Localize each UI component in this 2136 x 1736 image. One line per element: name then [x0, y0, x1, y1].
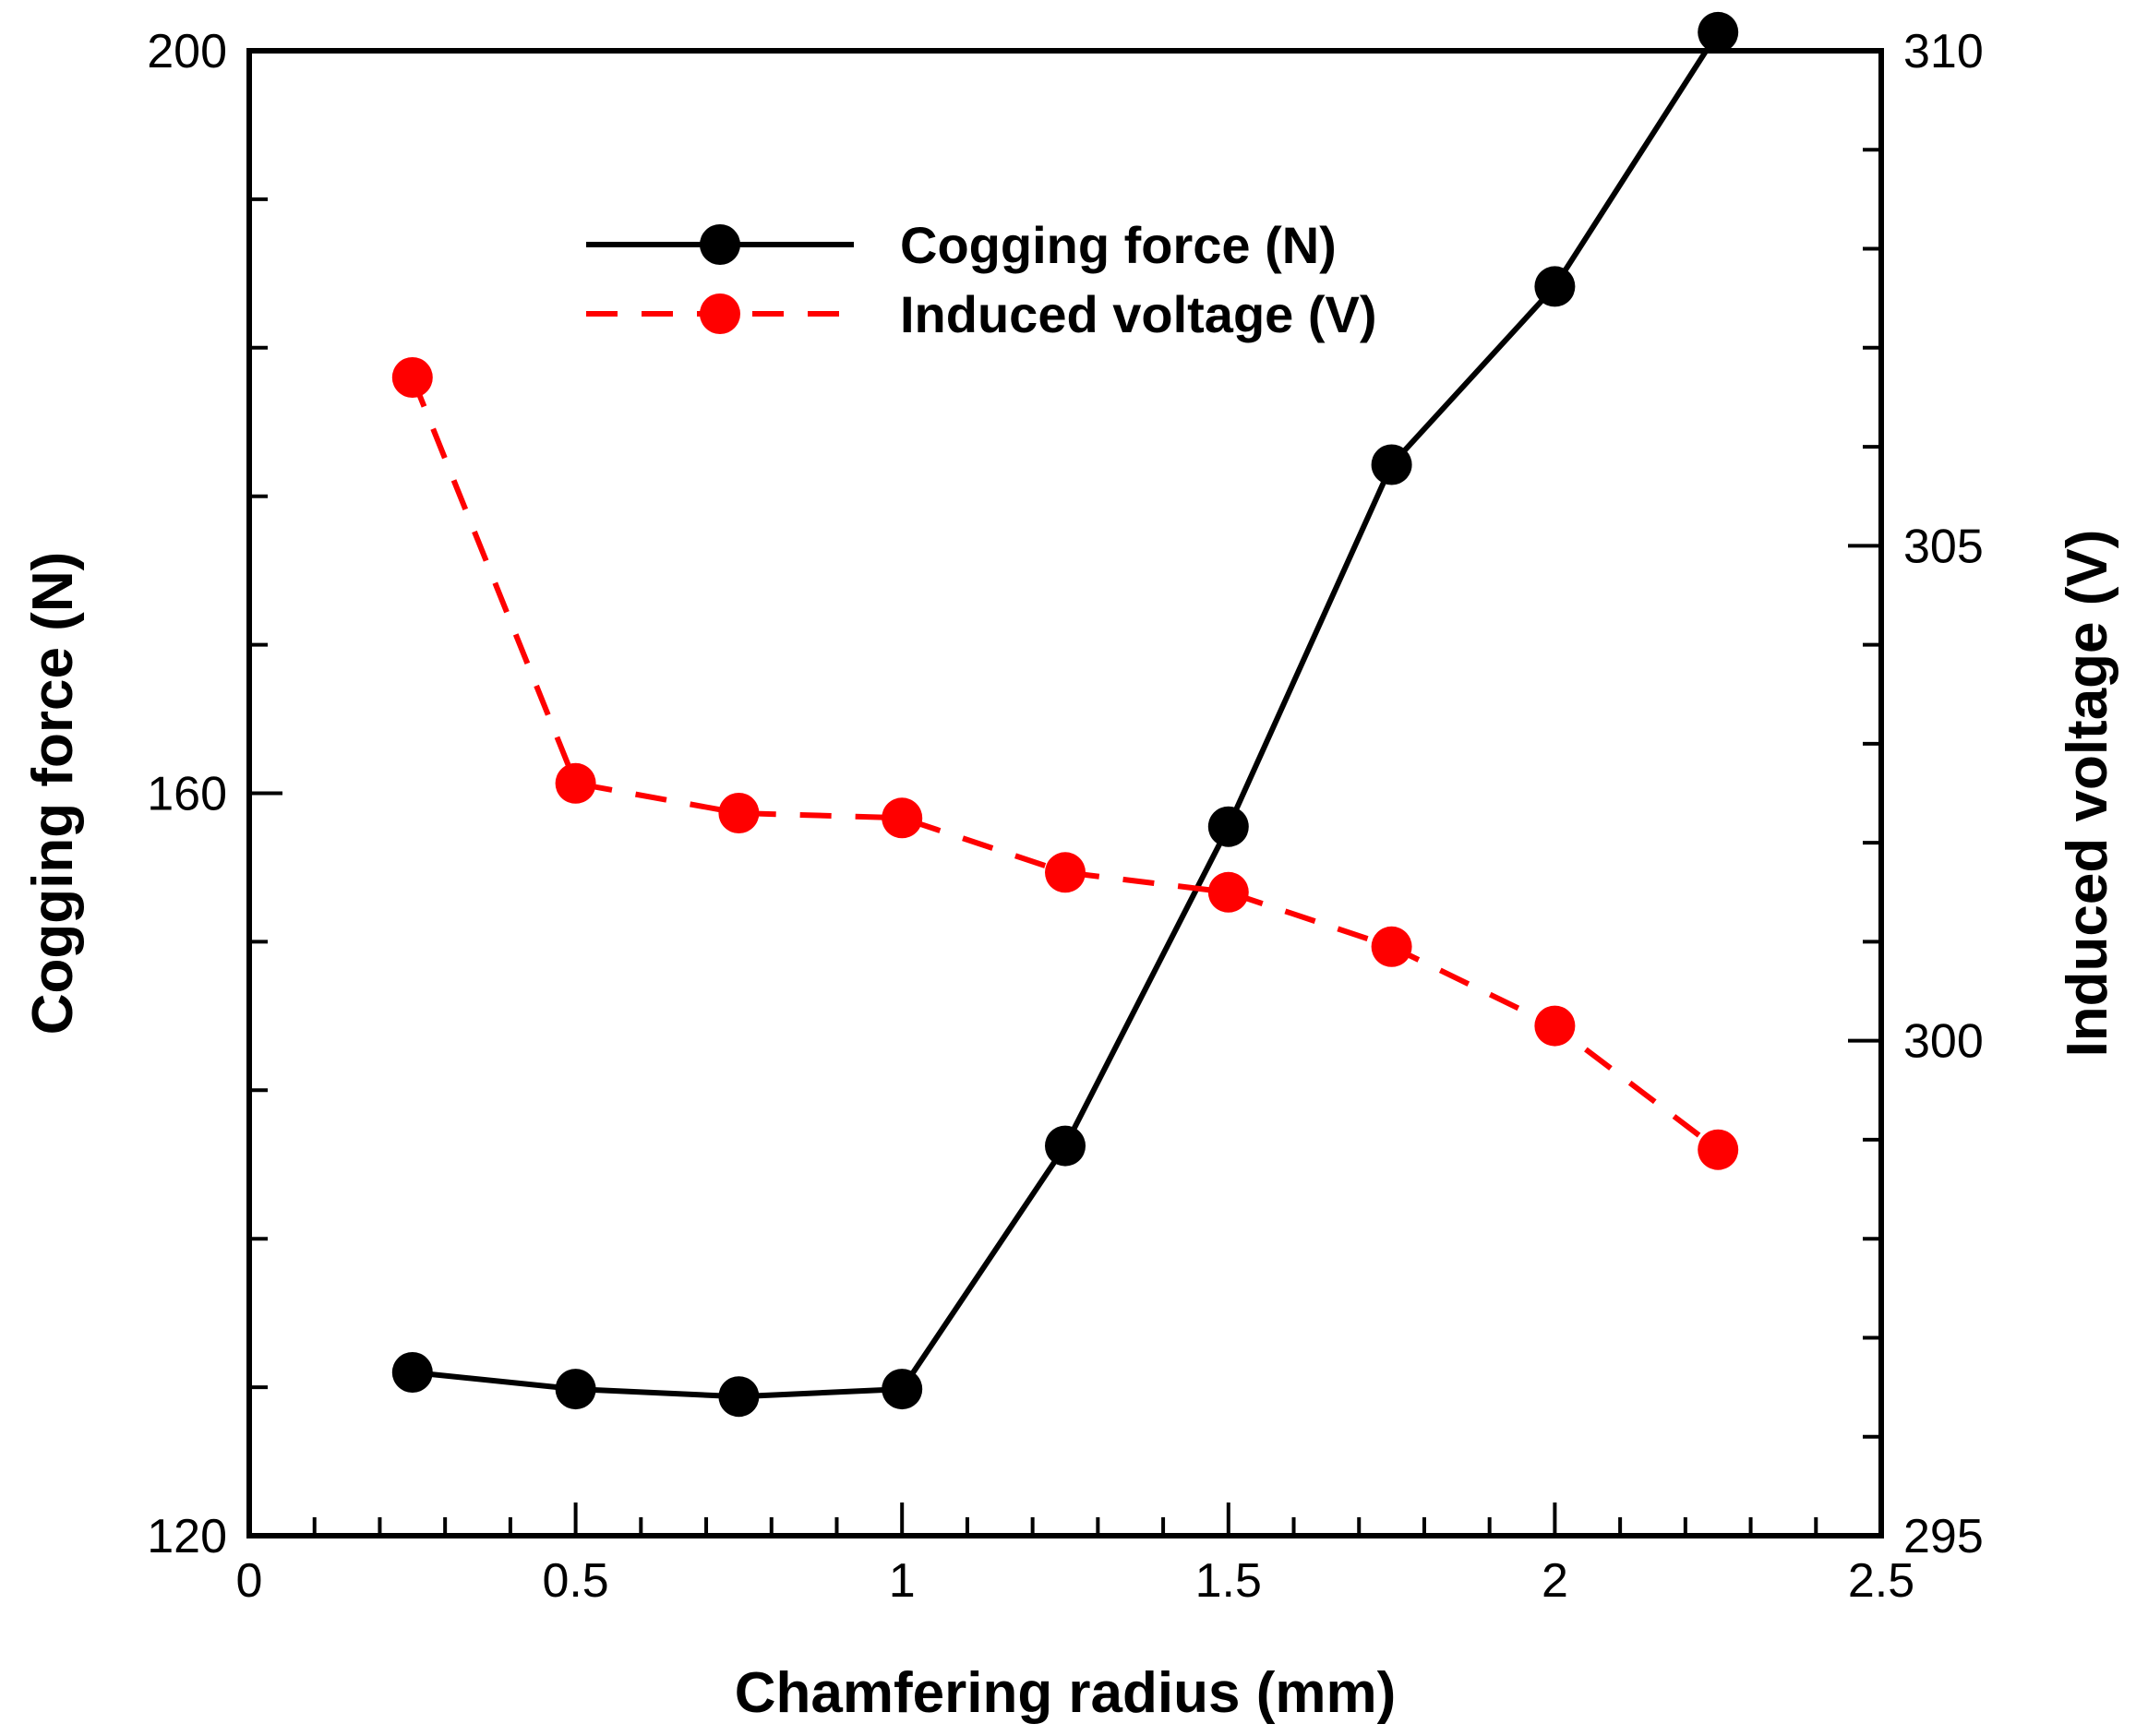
x-tick-label: 0 — [236, 1554, 263, 1608]
y-tick-label: 200 — [147, 25, 227, 78]
cogging-point — [1534, 266, 1576, 307]
voltage-line — [410, 376, 1721, 1153]
voltage-point — [1045, 852, 1086, 893]
x-tick-label: 0.5 — [542, 1554, 608, 1608]
axes-layer: 0 0.5 1 1.5 2 2.5 120 160 200 295 300 305 310 Chamfer… — [21, 25, 2119, 1725]
cogging-point — [882, 1369, 923, 1410]
legend-label-cogging: Cogging force (N) — [900, 216, 1337, 274]
y2-tick-label: 305 — [1903, 520, 1984, 573]
y-tick-label: 120 — [147, 1510, 227, 1563]
voltage-point — [391, 357, 433, 398]
cogging-point — [555, 1369, 596, 1410]
voltage-point — [1698, 1129, 1739, 1170]
voltage-point — [1534, 1005, 1576, 1047]
legend-marker-voltage — [700, 293, 740, 334]
x-tick-label: 2 — [1542, 1554, 1568, 1608]
cogging-point — [391, 1352, 433, 1393]
cogging-point — [1698, 11, 1739, 53]
y-axis-title: Cogging force (N) — [21, 552, 85, 1036]
cogging-point — [1045, 1125, 1086, 1167]
voltage-point — [882, 797, 923, 839]
voltage-point — [1371, 926, 1412, 967]
legend-layer: Cogging force (N) Induced voltage (V) — [586, 216, 1377, 343]
y2-tick-label: 310 — [1903, 25, 1984, 78]
legend-label-voltage: Induced voltage (V) — [900, 285, 1377, 343]
y2-tick-label: 300 — [1903, 1015, 1984, 1069]
y2-axis-title: Induced voltage (V) — [2056, 530, 2119, 1058]
cogging-series — [391, 11, 1739, 1418]
marks-layer — [391, 11, 1739, 1418]
x-axis-title: Chamfering radius (mm) — [735, 1661, 1397, 1725]
voltage-point — [718, 793, 760, 833]
cogging-point — [1371, 444, 1412, 485]
x-tick-label: 1.5 — [1195, 1554, 1262, 1608]
x-tick-label: 2.5 — [1848, 1554, 1914, 1608]
cogging-point — [1207, 806, 1249, 847]
legend-item-cogging: Cogging force (N) — [586, 216, 1337, 274]
legend-marker-cogging — [700, 224, 740, 265]
voltage-series — [391, 357, 1739, 1170]
voltage-point — [1207, 871, 1249, 913]
y-tick-label: 160 — [147, 768, 227, 821]
legend-item-voltage: Induced voltage (V) — [586, 285, 1377, 343]
x-tick-label: 1 — [889, 1554, 916, 1608]
voltage-point — [555, 762, 596, 804]
y2-tick-label: 295 — [1903, 1510, 1984, 1563]
cogging-point — [718, 1376, 760, 1418]
